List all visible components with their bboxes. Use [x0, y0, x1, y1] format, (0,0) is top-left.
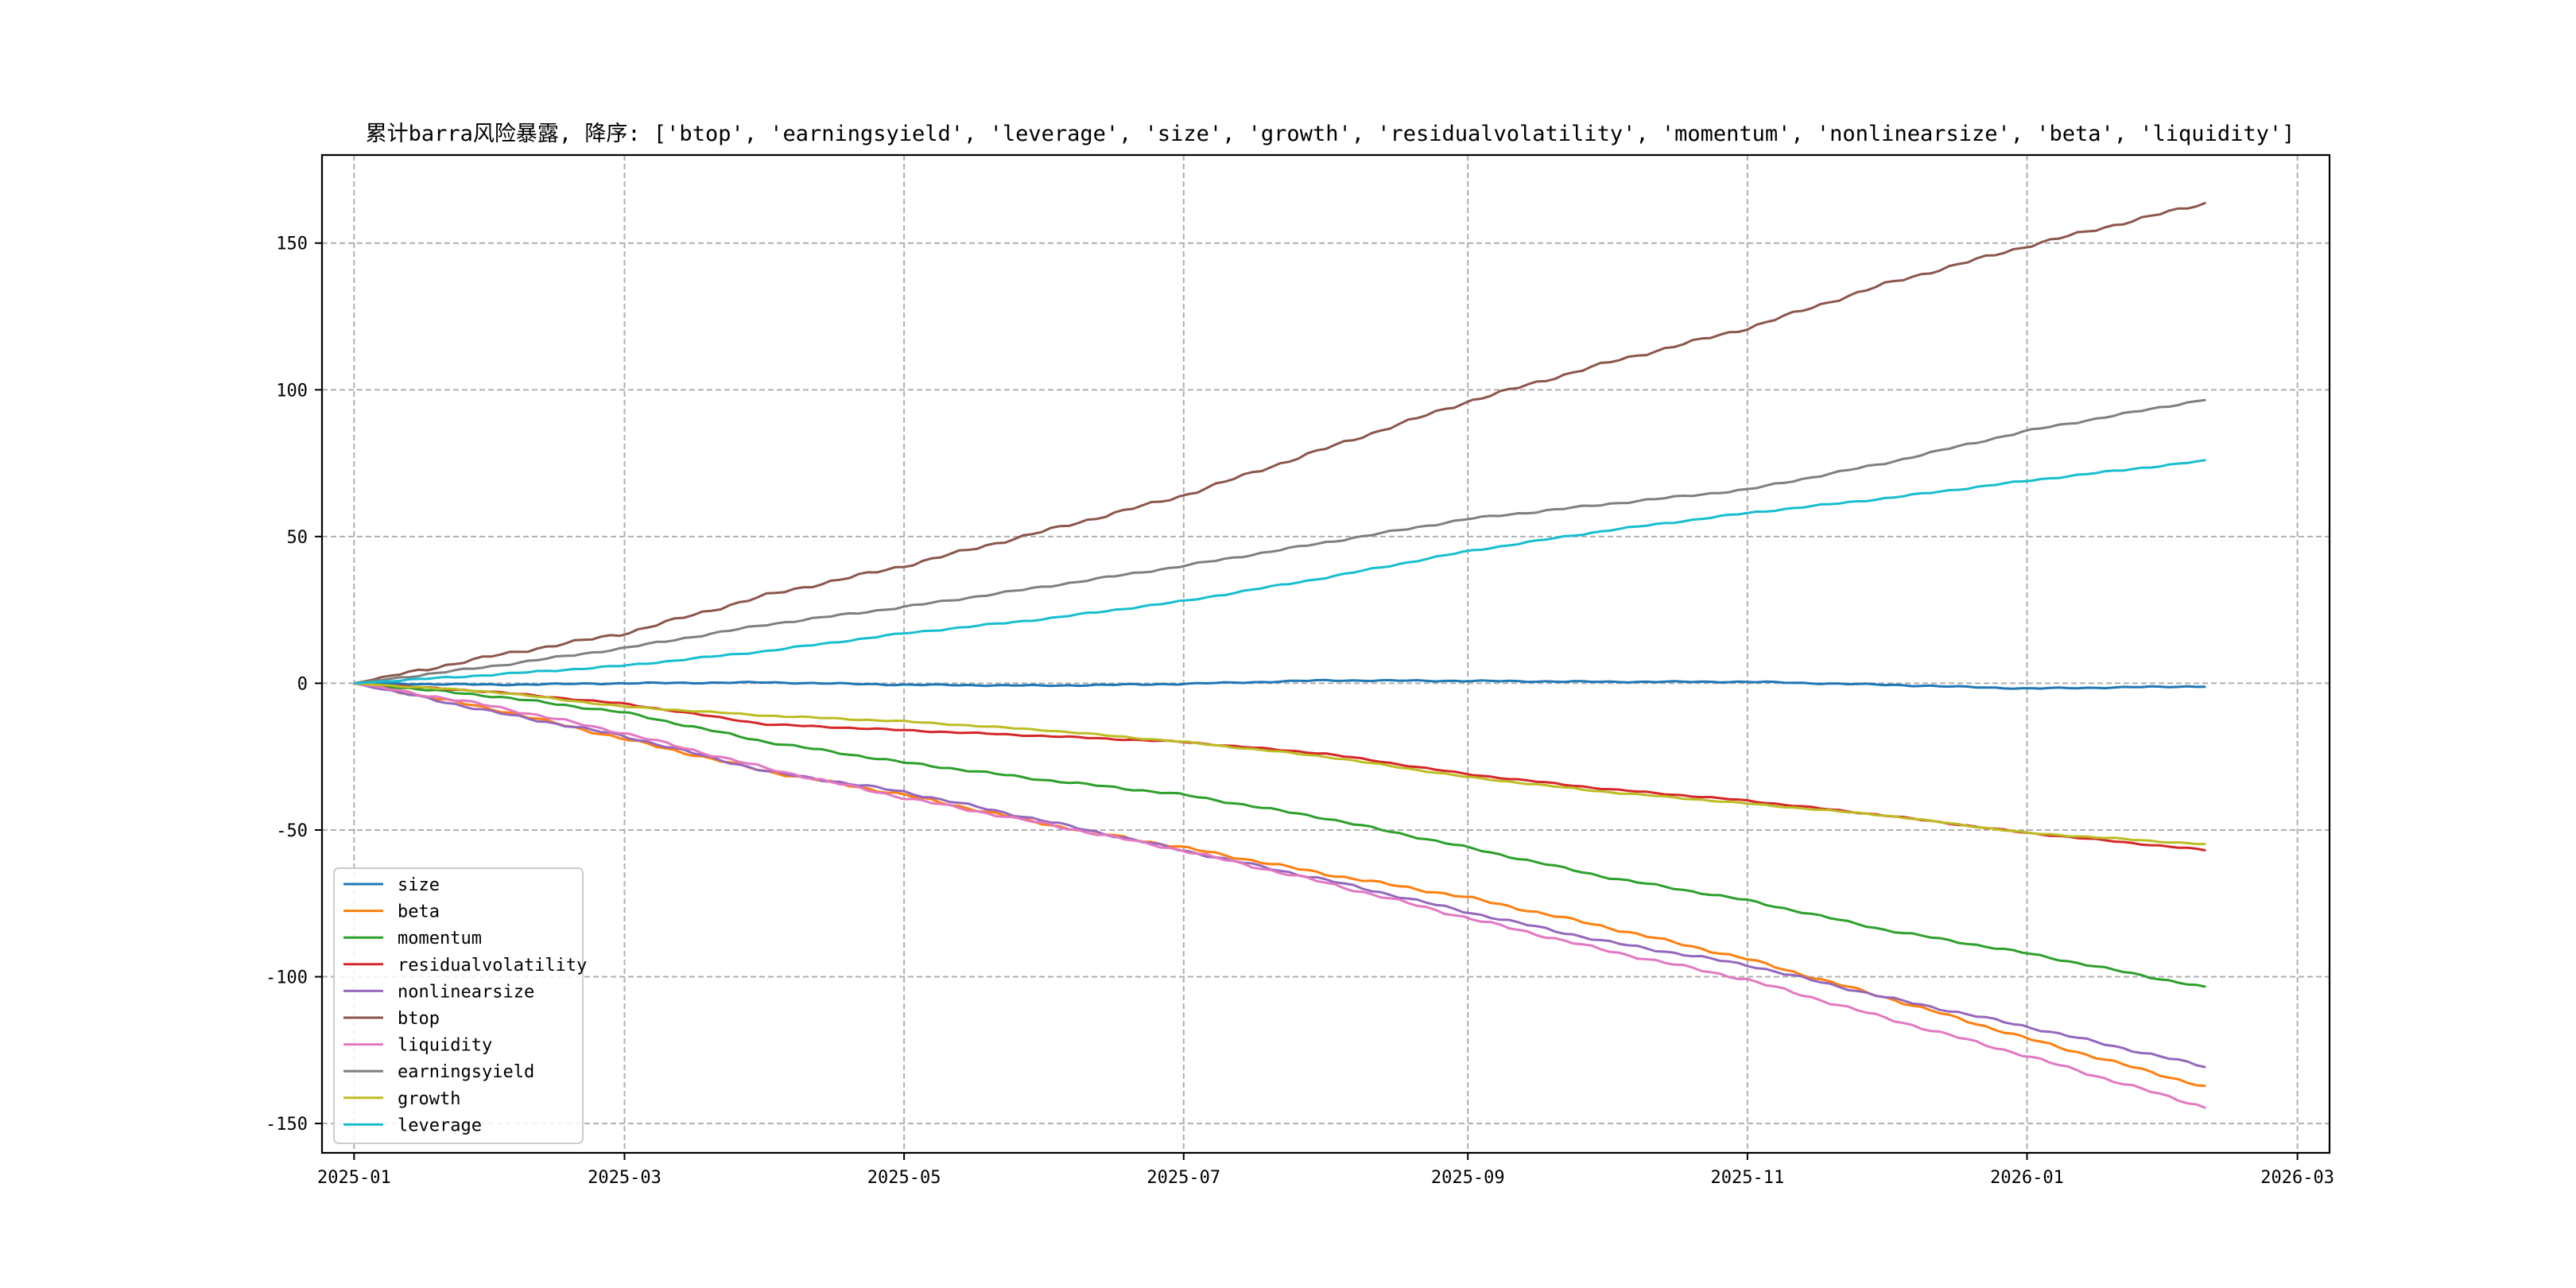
x-tick-label: 2026-03	[2260, 1168, 2334, 1188]
y-tick-label: -100	[266, 968, 308, 988]
legend-label-liquidity: liquidity	[398, 1036, 492, 1056]
y-tick-label: 100	[276, 381, 308, 401]
grid-lines	[322, 155, 2330, 1153]
legend-label-leverage: leverage	[398, 1115, 482, 1135]
legend-label-nonlinearsize: nonlinearsize	[398, 982, 534, 1002]
series-lines	[354, 201, 2206, 1109]
legend-label-residualvolatility: residualvolatility	[398, 956, 587, 976]
legend-label-size: size	[398, 875, 440, 895]
x-tick-label: 2025-01	[317, 1168, 391, 1188]
series-line-liquidity	[354, 681, 2206, 1109]
x-tick-label: 2025-11	[1711, 1168, 1785, 1188]
x-tick-label: 2026-01	[1990, 1168, 2064, 1188]
legend: size beta momentum residualvolatility nonlin…	[333, 867, 587, 1144]
x-tick-label: 2025-07	[1146, 1168, 1220, 1188]
y-tick-label: -150	[266, 1115, 308, 1135]
series-line-growth	[354, 681, 2206, 846]
series-line-size	[354, 678, 2206, 690]
series-line-earningsyield	[354, 398, 2206, 685]
x-tick-label: 2025-03	[588, 1168, 661, 1188]
legend-box	[333, 867, 584, 1144]
y-tick-label: 50	[287, 528, 308, 548]
chart-title: 累计barra风险暴露, 降序: ['btop', 'earningsyield…	[366, 122, 2295, 146]
series-line-beta	[354, 681, 2206, 1088]
legend-label-earningsyield: earningsyield	[398, 1062, 534, 1082]
y-tick-label: 0	[297, 674, 308, 694]
series-line-nonlinearsize	[354, 681, 2206, 1069]
x-tick-label: 2025-09	[1431, 1168, 1505, 1188]
x-tick-label: 2025-05	[867, 1168, 941, 1188]
legend-label-beta: beta	[398, 902, 440, 922]
plot-frame	[320, 153, 2331, 1154]
legend-label-btop: btop	[398, 1009, 440, 1029]
axes: 2025-01 2025-03 2025-05 2025-07 2025-09 2025-…	[266, 235, 2334, 1188]
y-tick-label: -50	[276, 821, 308, 841]
series-line-momentum	[354, 681, 2206, 988]
legend-label-growth: growth	[398, 1089, 460, 1109]
series-line-btop	[354, 201, 2206, 685]
legend-label-momentum: momentum	[398, 929, 482, 949]
series-line-leverage	[354, 459, 2206, 685]
y-tick-label: 150	[276, 235, 308, 254]
